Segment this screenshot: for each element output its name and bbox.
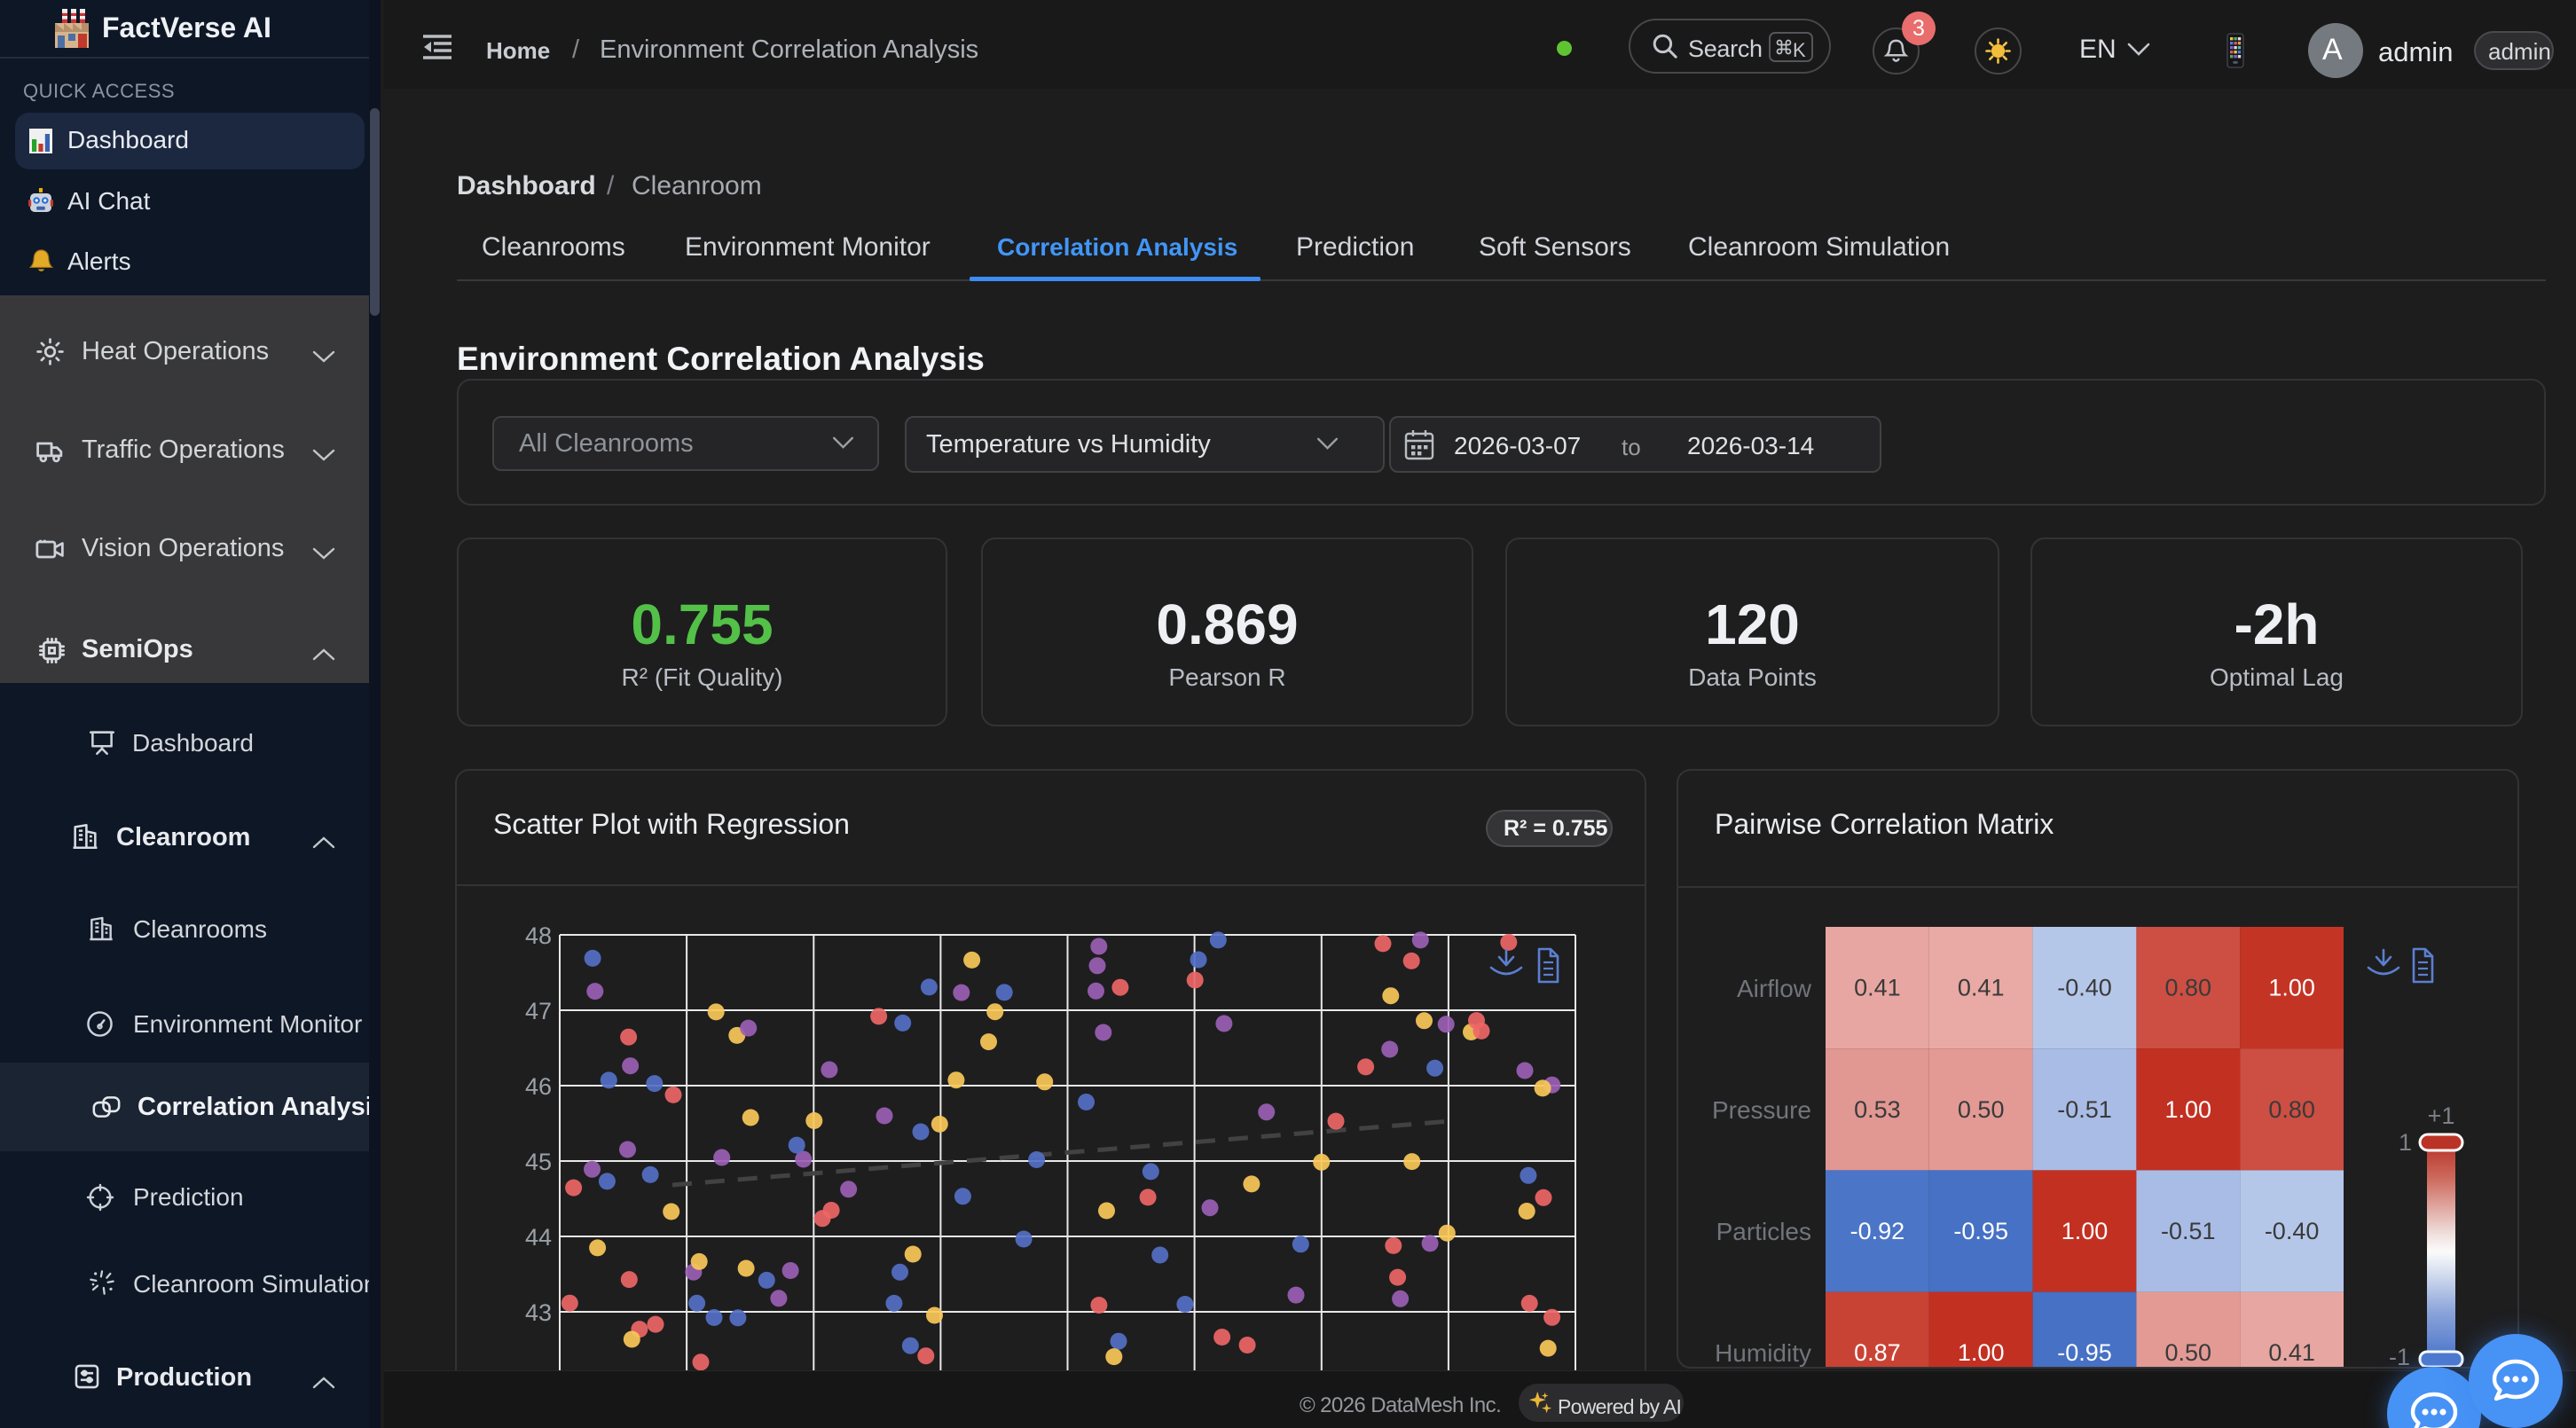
svg-text:47: 47 [525, 998, 552, 1024]
svg-text:44: 44 [525, 1224, 552, 1251]
svg-text:1: 1 [2399, 1129, 2412, 1156]
svg-text:0.41: 0.41 [1958, 975, 2005, 1001]
svg-text:43: 43 [525, 1299, 552, 1326]
svg-text:1.00: 1.00 [2165, 1096, 2212, 1123]
svg-text:-0.40: -0.40 [2057, 975, 2112, 1001]
svg-text:0.50: 0.50 [2165, 1339, 2212, 1366]
svg-text:-0.51: -0.51 [2057, 1096, 2112, 1123]
svg-text:Airflow: Airflow [1737, 975, 1812, 1002]
svg-text:Humidity: Humidity [1715, 1339, 1811, 1367]
svg-text:-1: -1 [2389, 1344, 2410, 1369]
svg-text:-0.95: -0.95 [1953, 1218, 2008, 1244]
svg-text:-0.92: -0.92 [1850, 1218, 1905, 1244]
svg-text:1.00: 1.00 [1958, 1339, 2005, 1366]
svg-text:0.87: 0.87 [1854, 1339, 1901, 1366]
svg-text:1.00: 1.00 [2268, 975, 2315, 1001]
svg-text:0.53: 0.53 [1854, 1096, 1901, 1123]
svg-text:45: 45 [525, 1149, 552, 1175]
svg-text:Pressure: Pressure [1712, 1096, 1811, 1124]
svg-text:-0.40: -0.40 [2265, 1218, 2320, 1244]
svg-text:48: 48 [525, 922, 552, 949]
svg-text:-0.95: -0.95 [2057, 1339, 2112, 1366]
svg-text:0.80: 0.80 [2268, 1096, 2315, 1123]
svg-text:Particles: Particles [1716, 1218, 1811, 1245]
svg-text:0.41: 0.41 [2268, 1339, 2315, 1366]
svg-text:46: 46 [525, 1073, 552, 1100]
svg-text:0.41: 0.41 [1854, 975, 1901, 1001]
svg-text:0.50: 0.50 [1958, 1096, 2005, 1123]
svg-text:+1: +1 [2428, 1102, 2455, 1129]
svg-text:-0.51: -0.51 [2161, 1218, 2216, 1244]
svg-text:0.80: 0.80 [2165, 975, 2212, 1001]
svg-text:1.00: 1.00 [2062, 1218, 2109, 1244]
